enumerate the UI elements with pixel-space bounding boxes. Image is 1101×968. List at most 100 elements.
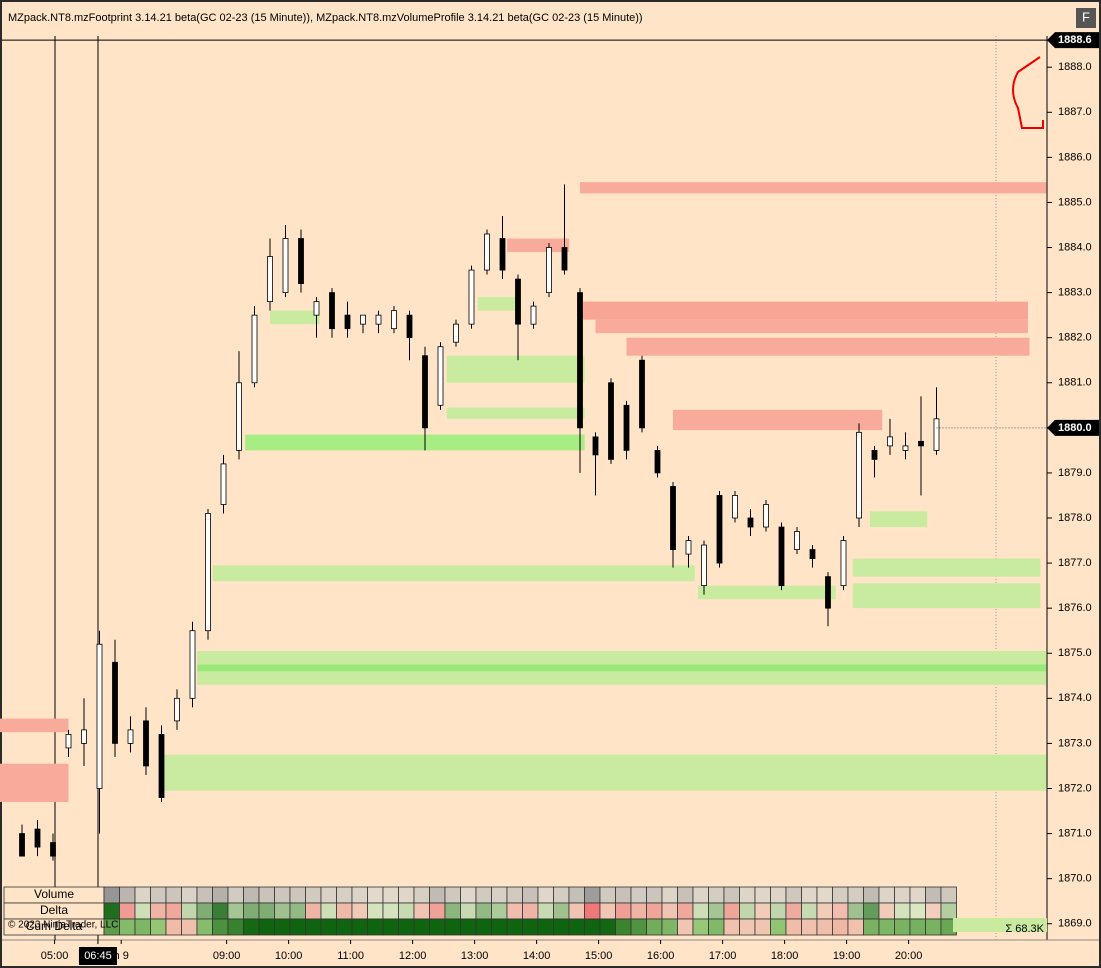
volume-cell [615, 886, 632, 904]
delta-cell [816, 902, 833, 920]
footprint-zone [477, 297, 520, 311]
volume-cell [196, 886, 213, 904]
x-tick-label: 19:00 [833, 950, 861, 962]
volume-cell [894, 886, 911, 904]
cum-delta-cell [336, 918, 353, 936]
copyright: © 2023 NinjaTrader, LLC [8, 920, 118, 931]
crosshair-price-label: 1888.6 [1058, 34, 1092, 46]
y-tick-label: 1875.0 [1058, 647, 1092, 659]
cum-delta-cell [196, 918, 213, 936]
volume-cell [553, 886, 570, 904]
delta-cell [878, 902, 895, 920]
candle-body [577, 292, 583, 429]
cum-delta-cell [847, 918, 864, 936]
footprint-zone [446, 407, 585, 419]
cum-delta-cell [677, 918, 694, 936]
y-tick-label: 1870.0 [1058, 873, 1092, 885]
y-tick-label: 1873.0 [1058, 737, 1092, 749]
table-row-label: Delta [40, 903, 68, 917]
footprint-zone [197, 664, 1047, 672]
y-tick-label: 1887.0 [1058, 106, 1092, 118]
cum-delta-cell [723, 918, 740, 936]
delta-cell [351, 902, 368, 920]
candle-body [608, 382, 614, 460]
candle-body [918, 440, 924, 447]
delta-cell [661, 902, 678, 920]
toggle-label[interactable]: F [1082, 9, 1090, 24]
delta-cell [723, 902, 740, 920]
x-tick-label: 13:00 [461, 950, 489, 962]
cum-delta-cell [227, 918, 244, 936]
candle-body [34, 828, 41, 848]
footprint-zone [852, 583, 1041, 609]
candle-body [515, 278, 521, 325]
footprint-zone [446, 355, 585, 383]
volume-cell [878, 886, 895, 904]
delta-cell [367, 902, 384, 920]
delta-cell [243, 902, 260, 920]
volume-cell [506, 886, 523, 904]
footprint-zone [0, 718, 69, 733]
candle-body [344, 314, 351, 330]
candle-body [484, 233, 490, 271]
cum-delta-cell [289, 918, 306, 936]
candle-body [81, 729, 87, 744]
crosshair-price-box [1047, 32, 1099, 49]
cum-delta-cell [630, 918, 647, 936]
delta-cell [739, 902, 756, 920]
footprint-zone [164, 754, 1047, 791]
delta-cell [770, 902, 787, 920]
candle-body [840, 540, 847, 587]
y-tick-label: 1881.0 [1058, 377, 1092, 389]
volume-cell [584, 886, 601, 904]
candle-body [685, 540, 692, 555]
volume-cell [801, 886, 818, 904]
cum-delta-cell [243, 918, 260, 936]
y-tick-label: 1888.0 [1058, 61, 1092, 73]
volume-cell [103, 886, 120, 904]
cum-delta-cell [351, 918, 368, 936]
candle-body [732, 495, 738, 519]
cum-delta-cell [925, 918, 942, 936]
last-price-label: 1880.0 [1058, 422, 1092, 434]
footprint-zone [869, 511, 928, 528]
cum-delta-cell [770, 918, 787, 936]
volume-cell [708, 886, 725, 904]
candle-body [856, 431, 862, 519]
delta-cell [305, 902, 322, 920]
candle-body [391, 310, 397, 330]
cum-delta-cell [444, 918, 461, 936]
candle-body [453, 323, 459, 343]
delta-cell [909, 902, 926, 920]
volume-cell [491, 886, 508, 904]
candle-body [158, 733, 165, 798]
y-tick-label: 1885.0 [1058, 196, 1092, 208]
delta-cell [460, 902, 477, 920]
cum-delta-cell [506, 918, 523, 936]
candle-body [499, 238, 506, 271]
cum-delta-cell [894, 918, 911, 936]
delta-cell [289, 902, 306, 920]
volume-cell [320, 886, 337, 904]
candle-body [701, 544, 707, 587]
candle-body [143, 720, 149, 767]
candle-body [747, 517, 754, 528]
candle-body [360, 314, 366, 325]
x-crosshair-box [78, 947, 117, 965]
candle-body [282, 238, 289, 294]
candle-body [189, 630, 196, 699]
candle-body [763, 504, 769, 528]
delta-cell [336, 902, 353, 920]
toggle-button[interactable] [1076, 8, 1096, 28]
volume-cell [909, 886, 926, 904]
cum-delta-cell [692, 918, 709, 936]
y-tick-label: 1871.0 [1058, 827, 1092, 839]
table-row-label: Volume [34, 887, 74, 901]
cum-delta-cell [305, 918, 322, 936]
volume-cell [630, 886, 647, 904]
volume-cell [661, 886, 678, 904]
delta-cell [413, 902, 430, 920]
volume-cell [816, 886, 833, 904]
volume-cell [770, 886, 787, 904]
